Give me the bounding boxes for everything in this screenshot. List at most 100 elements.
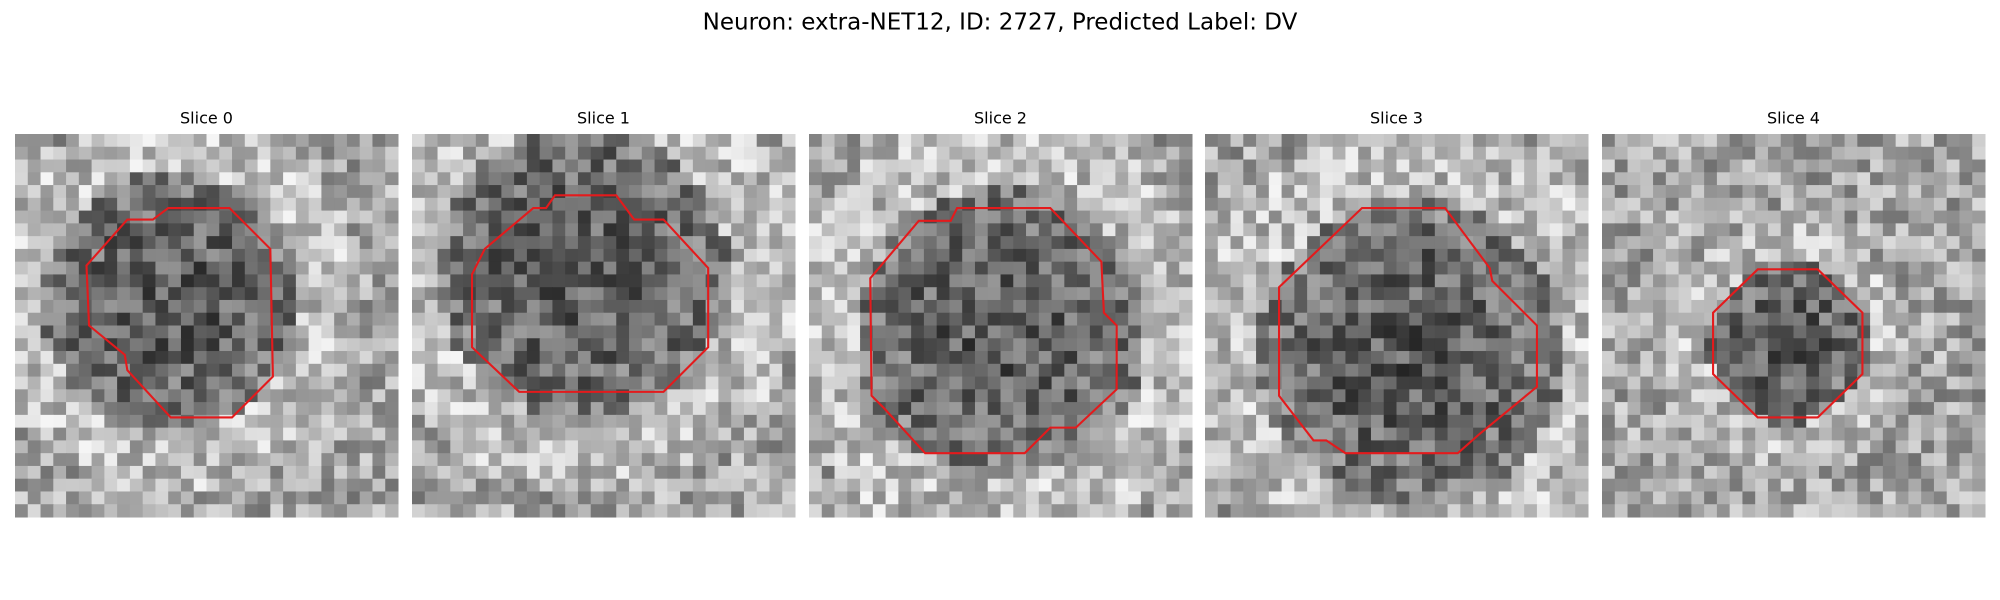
pixel [1460, 210, 1474, 224]
pixel [1536, 363, 1551, 378]
pixel [1575, 287, 1589, 301]
pixel [577, 248, 592, 263]
pixel [1562, 389, 1576, 403]
pixel [91, 491, 105, 505]
pixel [1895, 185, 1909, 199]
pixel [270, 185, 284, 199]
pixel [1678, 351, 1692, 365]
pixel [974, 287, 989, 301]
pixel [372, 134, 386, 148]
pixel [1806, 465, 1820, 480]
pixel [66, 287, 80, 301]
pixel [743, 351, 758, 365]
pixel [142, 210, 156, 224]
pixel [718, 261, 732, 275]
pixel [1908, 351, 1922, 365]
pixel [872, 312, 887, 327]
pixel [412, 491, 426, 505]
pixel [1268, 376, 1283, 390]
pixel [450, 363, 464, 378]
pixel [1294, 312, 1308, 327]
pixel [1562, 172, 1576, 186]
pixel [346, 440, 361, 454]
pixel [782, 185, 796, 199]
pixel [283, 338, 297, 352]
pixel [1434, 491, 1449, 505]
pixel [155, 440, 169, 454]
pixel [501, 453, 515, 467]
pixel [1332, 504, 1346, 518]
pixel [1077, 491, 1091, 505]
pixel [1729, 146, 1743, 161]
pixel [385, 402, 399, 416]
pixel [180, 363, 195, 378]
pixel [117, 172, 131, 186]
pixel [1882, 491, 1897, 505]
pixel [718, 172, 732, 186]
pixel [590, 134, 605, 148]
pixel [1831, 261, 1846, 275]
pixel [1396, 504, 1410, 518]
pixel [1793, 172, 1807, 186]
pixel [705, 363, 719, 378]
pixel [962, 389, 976, 403]
pixel [1038, 134, 1053, 148]
pixel [821, 402, 836, 416]
pixel [40, 172, 54, 186]
pixel [1575, 146, 1589, 161]
pixel [936, 210, 950, 224]
pixel [1640, 478, 1654, 492]
pixel [334, 465, 348, 480]
pixel [1908, 504, 1922, 518]
pixel [1102, 465, 1116, 480]
pixel [1870, 172, 1884, 186]
pixel [1128, 185, 1142, 199]
pixel [168, 453, 182, 467]
pixel [1307, 338, 1321, 352]
pixel [1332, 389, 1346, 403]
pixel [1627, 197, 1641, 212]
pixel [488, 274, 502, 288]
pixel [1422, 376, 1436, 390]
pixel [308, 351, 322, 365]
pixel [1806, 134, 1820, 148]
pixel [91, 172, 105, 186]
pixel [1460, 134, 1474, 148]
pixel [1166, 478, 1180, 492]
pixel [270, 172, 284, 186]
pixel [1665, 414, 1680, 429]
pixel [590, 440, 605, 454]
pixel [1179, 325, 1193, 339]
pixel [718, 312, 732, 327]
pixel [219, 172, 233, 186]
pixel [129, 440, 144, 454]
pixel [1908, 414, 1922, 429]
pixel [1780, 146, 1795, 161]
pixel [424, 312, 439, 327]
pixel [91, 351, 105, 365]
pixel [987, 299, 1002, 314]
pixel [1102, 134, 1116, 148]
pixel [129, 325, 144, 339]
pixel [1882, 363, 1897, 378]
pixel [1549, 248, 1563, 263]
pixel [270, 389, 284, 403]
pixel [718, 478, 732, 492]
pixel [321, 236, 335, 250]
pixel [539, 312, 553, 327]
pixel [385, 440, 399, 454]
pixel [1064, 274, 1078, 288]
pixel [1140, 427, 1155, 441]
pixel [385, 351, 399, 365]
pixel [1524, 351, 1538, 365]
pixel [1793, 402, 1807, 416]
pixel [1691, 299, 1705, 314]
pixel [1549, 134, 1563, 148]
pixel [1102, 248, 1116, 263]
pixel [219, 465, 233, 480]
pixel [692, 402, 707, 416]
pixel [1140, 389, 1155, 403]
pixel [1000, 261, 1014, 275]
pixel [1102, 274, 1116, 288]
pixel [180, 223, 195, 237]
